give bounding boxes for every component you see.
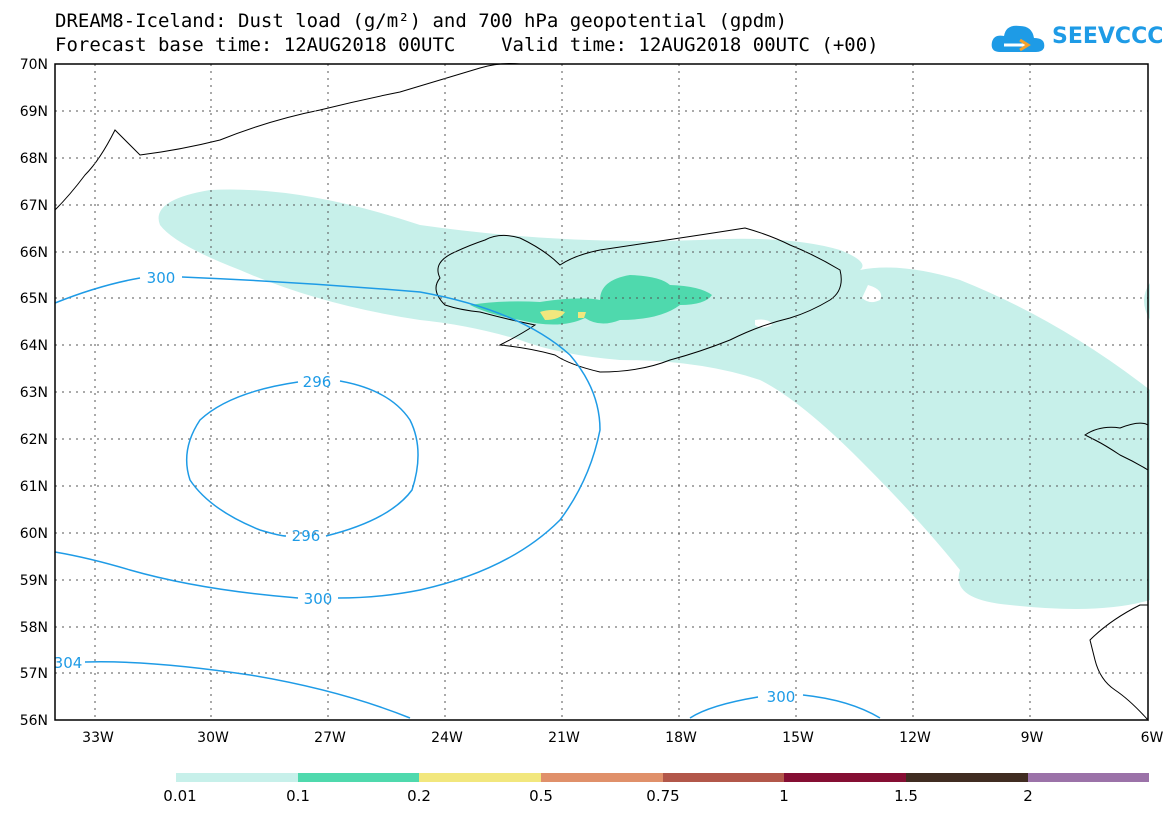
lon-label: 15W <box>782 730 814 746</box>
lat-label: 59N <box>20 573 48 589</box>
lon-label: 9W <box>1021 730 1044 746</box>
colorbar-segment <box>298 773 419 782</box>
dust-area-light-east <box>1144 283 1150 320</box>
lat-label: 69N <box>20 104 48 120</box>
lat-label: 60N <box>20 526 48 542</box>
lon-label: 21W <box>548 730 580 746</box>
lon-label: 12W <box>899 730 931 746</box>
dust-hole <box>862 285 882 303</box>
lon-label: 6W <box>1141 730 1164 746</box>
colorbar-label: 1 <box>779 787 789 805</box>
lat-label: 67N <box>20 198 48 214</box>
contour-304 <box>84 661 411 719</box>
colorbar-segment <box>906 773 1028 782</box>
contour-label: 300 <box>767 688 796 706</box>
geopotential-contours <box>54 276 881 719</box>
contour-labels: 300 296 296 300 304 300 <box>54 269 796 706</box>
dust-area-high-2 <box>578 312 586 318</box>
contour-label: 304 <box>54 654 83 672</box>
scotland-coast <box>1089 604 1149 722</box>
lon-label: 18W <box>665 730 697 746</box>
greenland-coast <box>54 63 521 211</box>
lon-label: 33W <box>82 730 114 746</box>
dust-area-light <box>158 189 1151 609</box>
dust-area-high <box>540 310 565 320</box>
map-frame <box>54 63 1149 721</box>
colorbar-segment <box>1028 773 1149 782</box>
colorbar-segment <box>419 773 541 782</box>
map-subtitle: Forecast base time: 12AUG2018 00UTC Vali… <box>55 34 879 56</box>
colorbar-label: 0.2 <box>407 787 431 805</box>
colorbar-segment <box>663 773 784 782</box>
dust-hole-2 <box>755 319 772 328</box>
colorbar-label: 2 <box>1023 787 1033 805</box>
colorbar-label: 1.5 <box>894 787 918 805</box>
contour-300-north <box>54 276 601 599</box>
graticule <box>55 64 1148 720</box>
lat-label: 68N <box>20 151 48 167</box>
contour-label: 300 <box>147 269 176 287</box>
seevccc-logo <box>990 18 1140 58</box>
colorbar <box>176 773 1149 782</box>
contour-296 <box>185 380 419 537</box>
dust-area-mid <box>470 275 712 325</box>
lat-label: 70N <box>20 57 48 73</box>
contour-label: 296 <box>303 373 332 391</box>
lat-label: 56N <box>20 713 48 729</box>
lat-label: 63N <box>20 385 48 401</box>
colorbar-segment <box>784 773 906 782</box>
contour-label: 300 <box>304 590 333 608</box>
contour-label: 296 <box>292 527 321 545</box>
map-title: DREAM8-Iceland: Dust load (g/m²) and 700… <box>55 10 788 32</box>
lon-label: 27W <box>314 730 346 746</box>
lon-label: 24W <box>431 730 463 746</box>
longitude-labels: 33W 30W 27W 24W 21W 18W 15W 12W 9W 6W <box>82 730 1163 746</box>
lat-label: 61N <box>20 479 48 495</box>
contour-300-south <box>689 694 881 719</box>
dust-load-field <box>158 189 1151 609</box>
colorbar-segment <box>176 773 298 782</box>
iceland-coast <box>435 227 842 373</box>
lat-label: 66N <box>20 245 48 261</box>
colorbar-label: 0.01 <box>163 787 196 805</box>
lat-label: 64N <box>20 338 48 354</box>
cloud-icon <box>991 25 1045 52</box>
colorbar-label: 0.75 <box>646 787 679 805</box>
colorbar-label: 0.1 <box>286 787 310 805</box>
lat-label: 58N <box>20 620 48 636</box>
coastlines <box>54 63 1149 722</box>
logo-text: SEEVCCC <box>1052 24 1164 49</box>
lat-label: 65N <box>20 291 48 307</box>
latitude-labels: 70N 69N 68N 67N 66N 65N 64N 63N 62N 61N … <box>20 57 48 729</box>
lat-label: 62N <box>20 432 48 448</box>
colorbar-label: 0.5 <box>529 787 553 805</box>
lat-label: 57N <box>20 666 48 682</box>
colorbar-labels: 0.01 0.1 0.2 0.5 0.75 1 1.5 2 <box>163 787 1032 805</box>
colorbar-segment <box>541 773 663 782</box>
lon-label: 30W <box>197 730 229 746</box>
